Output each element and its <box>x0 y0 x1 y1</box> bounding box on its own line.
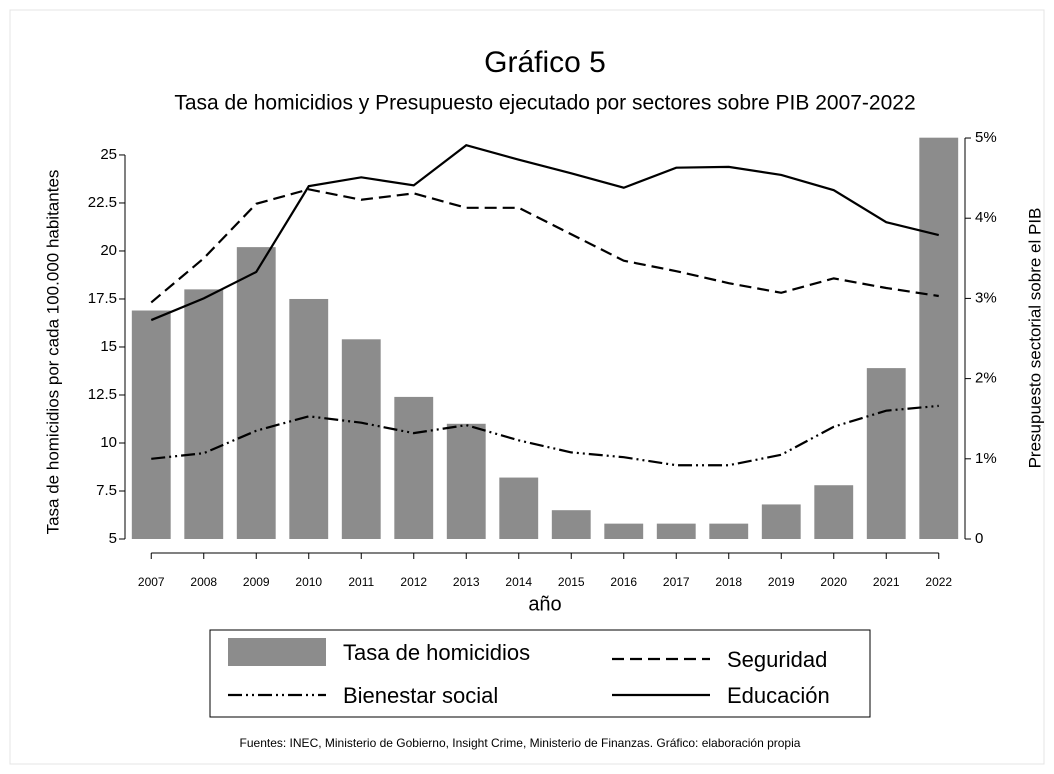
bar <box>131 310 171 539</box>
source-note: Fuentes: INEC, Ministerio de Gobierno, I… <box>240 736 801 750</box>
y-tick-label: 17.5 <box>88 290 117 307</box>
x-tick-label: 2008 <box>190 575 217 589</box>
y2-axis-label: Presupuesto sectorial sobre el PIB <box>1025 208 1044 469</box>
bar <box>394 396 434 539</box>
x-axis-label: año <box>528 593 561 615</box>
x-tick-label: 2010 <box>295 575 322 589</box>
chart-subtitle: Tasa de homicidios y Presupuesto ejecuta… <box>174 92 915 115</box>
y-tick-label: 10 <box>100 434 117 451</box>
x-tick-label: 2007 <box>138 575 165 589</box>
bar <box>184 289 224 539</box>
y-tick-label: 12.5 <box>88 386 117 403</box>
x-tick-label: 2014 <box>505 575 532 589</box>
x-tick-label: 2011 <box>348 575 374 589</box>
y-axis-label: Tasa de homicidios por cada 100.000 habi… <box>43 170 62 535</box>
x-tick-label: 2009 <box>243 575 270 589</box>
x-tick-label: 2022 <box>925 575 952 589</box>
legend-label: Tasa de homicidios <box>343 640 530 665</box>
bar <box>446 423 486 539</box>
legend-label: Bienestar social <box>343 683 498 708</box>
bar <box>499 477 539 539</box>
y-tick-label: 15 <box>100 338 117 355</box>
bar <box>604 523 644 539</box>
y2-tick-label: 1% <box>975 450 997 467</box>
x-tick-label: 2016 <box>610 575 637 589</box>
y-tick-label: 7.5 <box>96 482 117 499</box>
y2-tick-label: 3% <box>975 289 997 306</box>
legend-label: Educación <box>727 683 830 708</box>
legend-label: Seguridad <box>727 647 827 672</box>
bar <box>919 137 959 539</box>
chart-title: Gráfico 5 <box>484 46 606 79</box>
x-tick-label: 2017 <box>663 575 690 589</box>
y-tick-label: 22.5 <box>88 194 117 211</box>
y-tick-label: 5 <box>109 530 117 547</box>
y2-tick-label: 2% <box>975 370 997 387</box>
bar <box>341 339 381 539</box>
x-tick-label: 2013 <box>453 575 480 589</box>
x-tick-label: 2021 <box>873 575 900 589</box>
bar <box>656 523 696 539</box>
legend-swatch <box>228 638 326 666</box>
bar <box>709 523 749 539</box>
x-tick-label: 2012 <box>400 575 427 589</box>
x-tick-label: 2020 <box>820 575 847 589</box>
bar <box>814 485 854 539</box>
bar <box>761 504 801 539</box>
line-series <box>150 188 939 304</box>
y-tick-label: 25 <box>100 146 117 163</box>
y2-tick-label: 5% <box>975 129 997 146</box>
x-tick-label: 2019 <box>768 575 795 589</box>
bar <box>866 368 906 539</box>
x-tick-label: 2015 <box>558 575 585 589</box>
bar <box>236 247 276 539</box>
y2-tick-label: 4% <box>975 209 997 226</box>
bar <box>551 510 591 539</box>
y2-tick-label: 0 <box>975 530 983 547</box>
line-series <box>150 144 940 322</box>
x-tick-label: 2018 <box>715 575 742 589</box>
y-tick-label: 20 <box>100 242 117 259</box>
